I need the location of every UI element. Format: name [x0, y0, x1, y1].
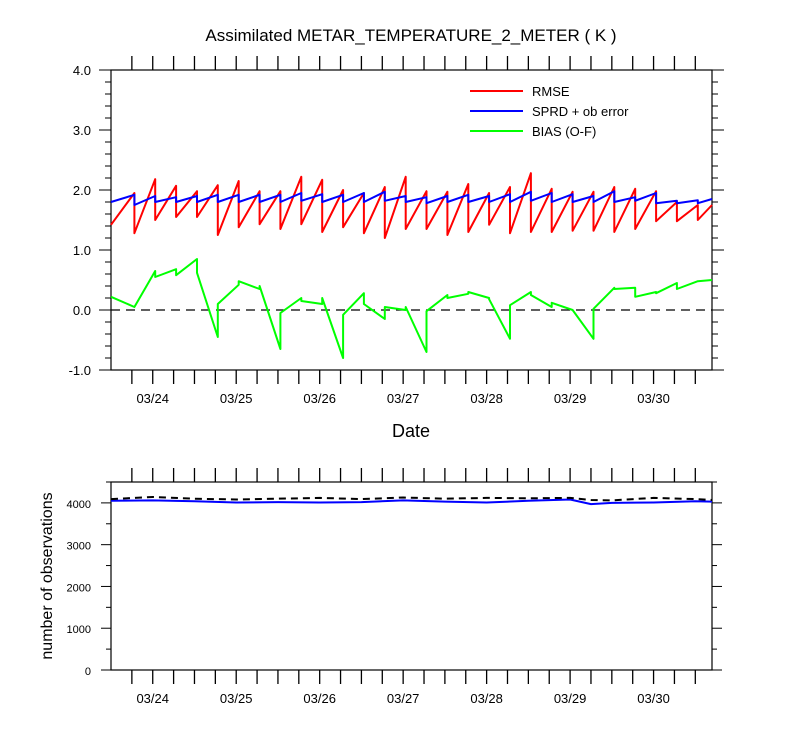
top-x-tick-labels: 03/24 03/25 03/26 03/27 03/28 03/29 03/30 — [136, 391, 669, 406]
bottom-x-tick-label: 03/30 — [637, 691, 670, 706]
bottom-series-group — [110, 496, 713, 506]
top-y-tick-label: 1.0 — [73, 243, 91, 258]
top-series-line-0 — [110, 172, 713, 239]
top-series-line-1 — [110, 190, 713, 206]
top-y-tick-label: -1.0 — [69, 363, 91, 378]
bottom-x-tick-label: 03/28 — [470, 691, 503, 706]
top-plot-frame — [110, 69, 713, 371]
bottom-y-tick-label: 4000 — [67, 499, 91, 511]
bottom-x-tick-label: 03/25 — [220, 691, 253, 706]
bottom-y-tick-labels: 0 1000 2000 3000 4000 — [67, 499, 91, 678]
top-x-tick-label: 03/30 — [637, 391, 670, 406]
legend-label: RMSE — [532, 84, 570, 99]
legend: RMSE SPRD + ob error BIAS (O-F) — [470, 84, 629, 139]
top-axis-ticks — [99, 56, 724, 384]
top-y-tick-labels: -1.0 0.0 1.0 2.0 3.0 4.0 — [69, 63, 91, 378]
bottom-y-tick-label: 2000 — [67, 582, 91, 594]
bottom-plot-frame — [110, 481, 713, 671]
top-y-tick-label: 4.0 — [73, 63, 91, 78]
legend-label: BIAS (O-F) — [532, 124, 596, 139]
top-series-line-2 — [110, 258, 713, 359]
chart-title: Assimilated METAR_TEMPERATURE_2_METER ( … — [205, 26, 616, 45]
top-y-tick-label: 2.0 — [73, 183, 91, 198]
bottom-y-tick-label: 0 — [85, 666, 91, 678]
bottom-series-line-0 — [110, 498, 713, 506]
top-x-tick-label: 03/25 — [220, 391, 253, 406]
top-x-tick-label: 03/24 — [136, 391, 169, 406]
bottom-x-tick-label: 03/26 — [303, 691, 336, 706]
top-chart-panel: Assimilated METAR_TEMPERATURE_2_METER ( … — [69, 26, 724, 441]
bottom-x-tick-labels: 03/24 03/25 03/26 03/27 03/28 03/29 03/30 — [136, 691, 669, 706]
bottom-x-tick-label: 03/24 — [136, 691, 169, 706]
bottom-y-tick-label: 1000 — [67, 624, 91, 636]
top-series-group — [110, 172, 713, 359]
legend-label: SPRD + ob error — [532, 104, 629, 119]
bottom-axis-ticks — [101, 468, 722, 684]
top-y-tick-label: 0.0 — [73, 303, 91, 318]
y-axis-label-observations: number of observations — [39, 492, 56, 659]
top-y-tick-label: 3.0 — [73, 123, 91, 138]
top-x-tick-label: 03/29 — [554, 391, 587, 406]
bottom-x-tick-label: 03/27 — [387, 691, 420, 706]
top-x-tick-label: 03/26 — [303, 391, 336, 406]
bottom-y-tick-label: 3000 — [67, 541, 91, 553]
bottom-series-line-1 — [110, 496, 713, 502]
bottom-x-tick-label: 03/29 — [554, 691, 587, 706]
top-x-tick-label: 03/28 — [470, 391, 503, 406]
top-x-tick-label: 03/27 — [387, 391, 420, 406]
x-axis-label: Date — [392, 421, 430, 441]
